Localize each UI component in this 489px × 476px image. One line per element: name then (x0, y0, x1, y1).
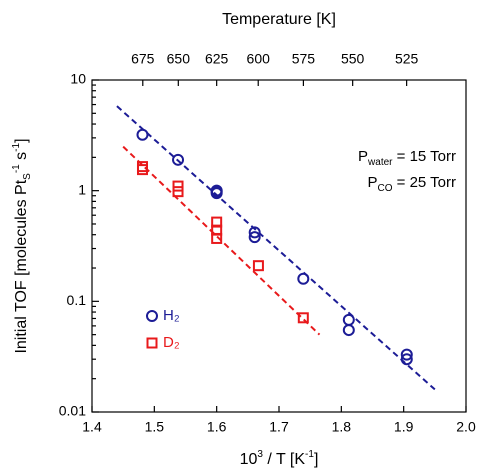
x2-tick-label: 650 (167, 51, 191, 67)
annotation: Pwater = 15 Torr (358, 148, 456, 168)
marker-circle (210, 185, 223, 198)
legend-label: D₂ (163, 334, 180, 351)
label-part: ] (314, 451, 318, 468)
label-part: 10 (240, 451, 258, 468)
marker-square (172, 186, 184, 198)
label-part: -1 (11, 142, 22, 151)
x2-tick-label: 625 (205, 51, 229, 67)
x-tick-label: 1.4 (82, 419, 102, 435)
x-tick-label: 1.5 (145, 419, 165, 435)
y-tick-label: 1 (78, 181, 86, 197)
x-tick-label: 1.8 (332, 419, 352, 435)
x-axis-label: 103 / T [K-1] (240, 449, 319, 468)
marker-circle (297, 272, 310, 285)
y-axis-label: Initial TOF [molecules PtS-1 s-1] (11, 138, 33, 353)
label-part: Initial TOF [molecules Pt (13, 179, 30, 353)
label-part: s (13, 152, 30, 164)
top-axis-title: Temperature [K] (222, 11, 336, 28)
y-tick-label: 0.1 (67, 292, 87, 308)
label-part: ] (13, 138, 30, 142)
marker-square (172, 180, 184, 192)
label-part: 3 (257, 449, 263, 460)
y-tick-label: 10 (70, 71, 86, 87)
annotation-text: = 25 Torr (392, 174, 456, 191)
marker-circle (172, 153, 185, 166)
x-tick-label: 1.9 (394, 419, 414, 435)
legend-marker (146, 310, 158, 322)
marker-circle (342, 324, 355, 337)
label-part: -1 (305, 449, 314, 460)
marker-square (136, 164, 148, 176)
annotation-sub: CO (377, 183, 392, 194)
x2-tick-label: 550 (341, 51, 365, 67)
annotation-text: = 15 Torr (392, 148, 456, 165)
x-tick-label: 2.0 (456, 419, 476, 435)
x2-tick-label: 600 (247, 51, 271, 67)
x2-tick-label: 525 (395, 51, 419, 67)
marker-circle (400, 348, 413, 361)
annotation: PCO = 25 Torr (367, 174, 456, 194)
x2-tick-label: 575 (292, 51, 316, 67)
marker-square (211, 232, 223, 244)
legend-label: H₂ (163, 307, 180, 324)
label-part: / T [K (263, 451, 305, 468)
x-tick-label: 1.6 (207, 419, 227, 435)
x-tick-label: 1.7 (269, 419, 289, 435)
label-part: -1 (11, 164, 22, 173)
marker-square (297, 312, 309, 324)
y-tick-label: 0.01 (59, 403, 86, 419)
x2-tick-label: 675 (131, 51, 155, 67)
marker-circle (248, 226, 261, 239)
label-part: S (22, 173, 33, 180)
marker-square (252, 260, 264, 272)
marker-circle (400, 353, 413, 366)
fit-line (116, 105, 436, 391)
marker-circle (136, 128, 149, 141)
marker-circle (248, 231, 261, 244)
marker-circle (342, 313, 355, 326)
annotation-base: P (367, 174, 377, 191)
legend-marker (146, 337, 158, 349)
annotation-sub: water (367, 157, 393, 168)
annotation-base: P (358, 148, 368, 165)
